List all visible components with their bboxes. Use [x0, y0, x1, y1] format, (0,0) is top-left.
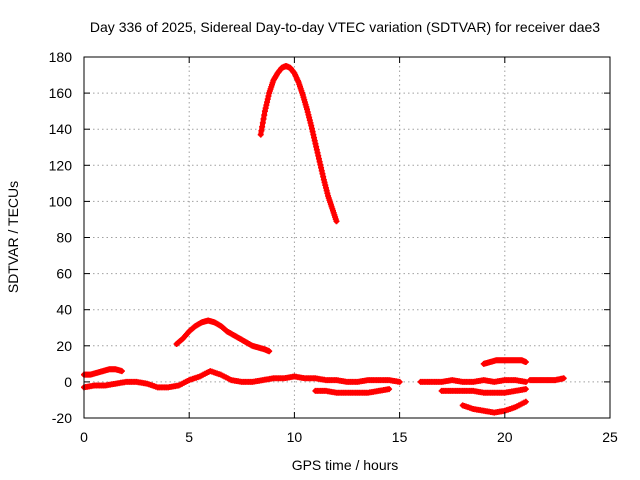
- y-tick-label: 60: [56, 266, 72, 282]
- data-point: [522, 378, 529, 385]
- series-arc-dip2: [438, 386, 529, 396]
- x-tick-label: 5: [185, 429, 193, 445]
- series-arc-late2: [527, 375, 567, 384]
- y-tick-label: 80: [56, 230, 72, 246]
- x-tick-label: 20: [497, 429, 513, 445]
- y-tick-label: 0: [64, 374, 72, 390]
- y-tick-label: 20: [56, 338, 72, 354]
- chart-title: Day 336 of 2025, Sidereal Day-to-day VTE…: [90, 19, 600, 35]
- y-tick-label: -20: [52, 410, 72, 426]
- data-point: [560, 375, 567, 382]
- x-tick-label: 15: [392, 429, 408, 445]
- y-tick-label: 140: [49, 121, 73, 137]
- y-tick-label: 120: [49, 157, 73, 173]
- y-tick-label: 160: [49, 85, 73, 101]
- series-arc-peak: [257, 63, 340, 225]
- axis-ticks: 0 5 10 15 20 25 -20 0 20 40 60 80 100 120 140 160 180: [49, 49, 618, 445]
- data-point: [266, 348, 273, 355]
- y-tick-label: 40: [56, 302, 72, 318]
- y-tick-label: 100: [49, 193, 73, 209]
- data-point: [522, 398, 529, 405]
- series-arc-early: [81, 366, 125, 378]
- data-point: [333, 218, 340, 225]
- y-tick-label: 180: [49, 49, 73, 65]
- x-tick-label: 25: [602, 429, 618, 445]
- x-tick-label: 0: [80, 429, 88, 445]
- series-arc-base: [81, 368, 403, 391]
- grid-lines: [84, 57, 610, 418]
- x-axis-label: GPS time / hours: [292, 457, 399, 473]
- series-arc-dip1: [312, 386, 393, 396]
- data-point: [522, 359, 529, 366]
- y-axis-label: SDTVAR / TECUs: [5, 181, 21, 293]
- data-point: [386, 386, 393, 393]
- data-point: [118, 368, 125, 375]
- x-tick-label: 10: [287, 429, 303, 445]
- data-points: [81, 63, 567, 416]
- series-arc-late: [417, 377, 529, 385]
- series-arc-bump: [173, 317, 273, 355]
- plot-frame: [83, 56, 611, 419]
- series-arc-up: [480, 357, 529, 367]
- data-point: [522, 386, 529, 393]
- series-arc-dip3: [459, 398, 529, 416]
- data-point: [396, 378, 403, 385]
